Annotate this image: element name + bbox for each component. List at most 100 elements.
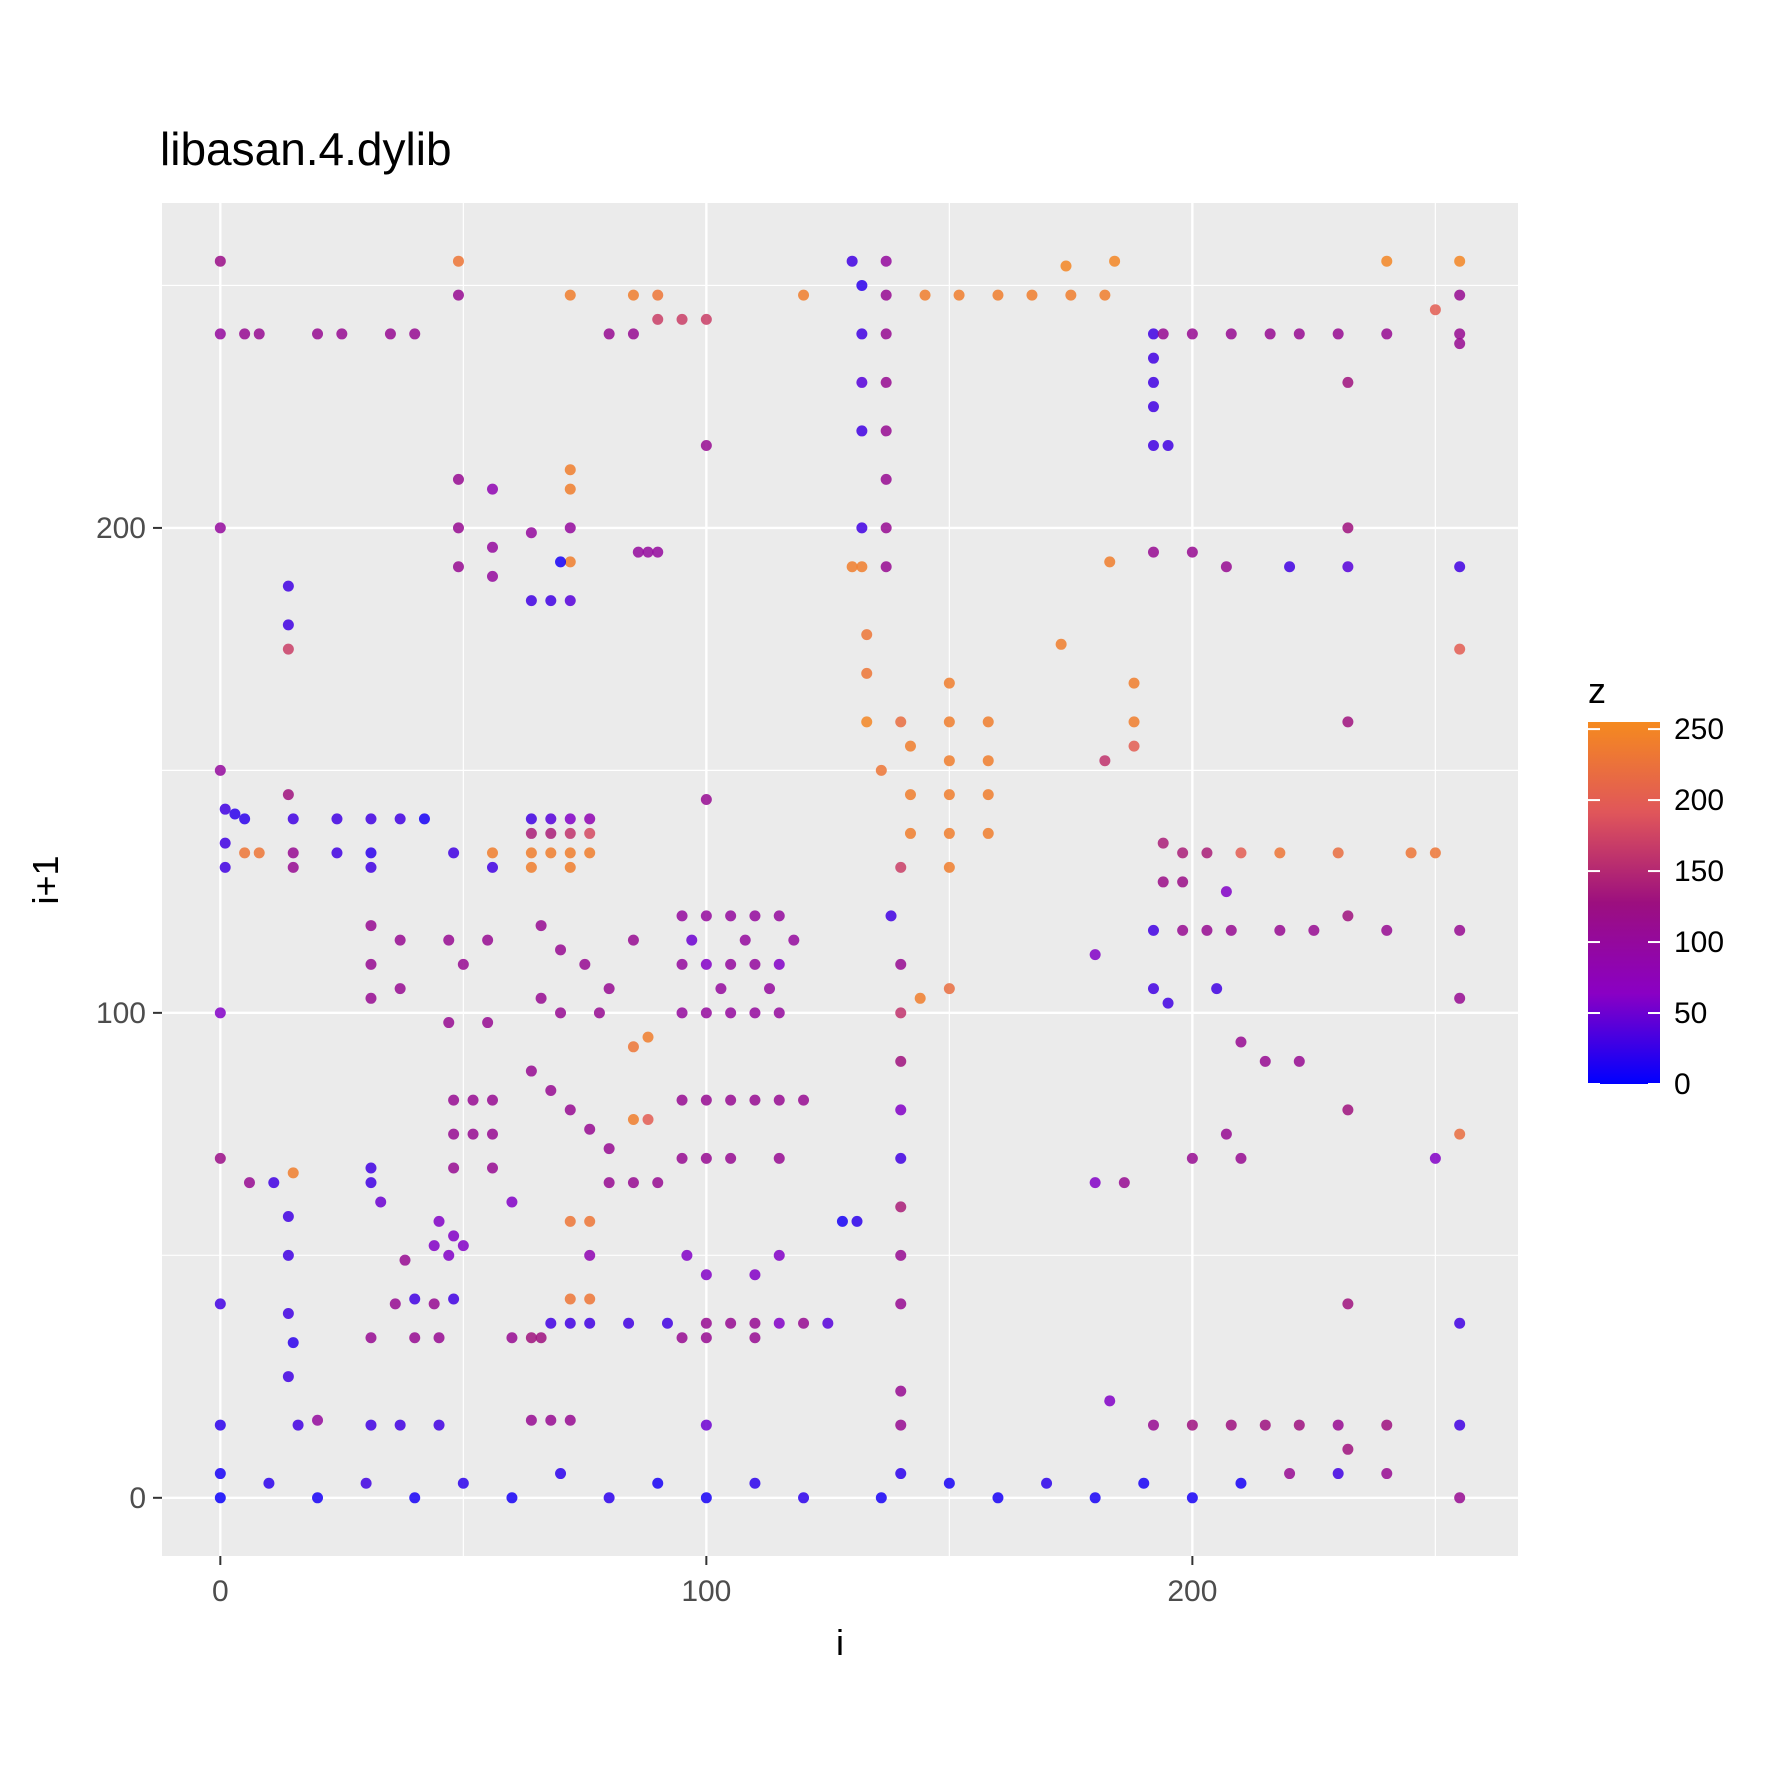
data-point [642,546,654,558]
data-point [584,847,596,859]
data-point [895,1201,907,1213]
data-point [394,983,406,995]
data-point [409,1332,421,1344]
data-point [1157,876,1169,888]
data-point [263,1477,275,1489]
data-point [1104,556,1116,568]
data-point [365,813,377,825]
data-point [545,1084,557,1096]
data-point [394,813,406,825]
data-point [676,313,688,325]
data-point [749,910,761,922]
data-point [1147,983,1159,995]
data-point [1201,924,1213,936]
data-point [700,1007,712,1019]
data-point [603,983,615,995]
data-point [365,1332,377,1344]
data-point [700,1419,712,1431]
data-point [686,934,698,946]
data-point [681,1249,693,1261]
data-point [564,289,576,301]
data-point [584,813,596,825]
data-point [700,1152,712,1164]
data-point [394,934,406,946]
data-point [1381,1468,1393,1480]
legend-label: 0 [1674,1068,1691,1101]
data-point [1089,1177,1101,1189]
data-point [798,1492,810,1504]
data-point [1332,1419,1344,1431]
data-point [943,789,955,801]
data-point [1157,328,1169,340]
data-point [715,983,727,995]
data-point [861,667,873,679]
legend-label: 50 [1674,997,1707,1030]
data-point [506,1196,518,1208]
data-point [525,527,537,539]
chart-title: libasan.4.dylib [160,123,452,175]
data-point [676,910,688,922]
y-axis-title: i+1 [25,855,66,904]
data-point [788,934,800,946]
data-point [676,1152,688,1164]
data-point [856,376,868,388]
data-point [535,992,547,1004]
data-point [448,1162,460,1174]
data-point [1235,1036,1247,1048]
data-point [798,1317,810,1329]
data-point [880,425,892,437]
data-point [725,958,737,970]
data-point [214,764,226,776]
data-point [282,580,294,592]
data-point [506,1332,518,1344]
data-point [1177,924,1189,936]
data-point [365,1177,377,1189]
data-point [1220,561,1232,573]
data-point [895,1419,907,1431]
data-point [452,289,464,301]
data-point [943,716,955,728]
data-point [1225,1419,1237,1431]
data-point [749,1094,761,1106]
data-point [1284,561,1296,573]
data-point [564,556,576,568]
data-point [545,827,557,839]
data-point [287,813,299,825]
data-point [1342,1104,1354,1116]
data-point [428,1240,440,1252]
data-point [700,439,712,451]
data-point [1220,1128,1232,1140]
data-point [627,1114,639,1126]
data-point [525,827,537,839]
data-point [1104,1395,1116,1407]
data-point [545,595,557,607]
data-point [880,522,892,534]
data-point [1162,997,1174,1009]
data-point [584,1317,596,1329]
data-point [1147,439,1159,451]
data-point [885,910,897,922]
data-point [584,1215,596,1227]
data-point [725,910,737,922]
data-point [1454,1492,1466,1504]
data-point [1026,289,1038,301]
data-point [564,827,576,839]
data-point [856,522,868,534]
data-point [282,643,294,655]
data-point [545,1414,557,1426]
data-point [700,1317,712,1329]
data-point [365,958,377,970]
data-point [486,1094,498,1106]
data-point [365,1162,377,1174]
legend-title: z [1588,670,1606,711]
data-point [943,827,955,839]
data-point [1381,255,1393,267]
data-point [749,1007,761,1019]
data-point [287,847,299,859]
data-point [312,1492,324,1504]
data-point [623,1317,635,1329]
data-point [239,813,251,825]
legend-label: 100 [1674,926,1724,959]
data-point [851,1215,863,1227]
data-point [1454,338,1466,350]
